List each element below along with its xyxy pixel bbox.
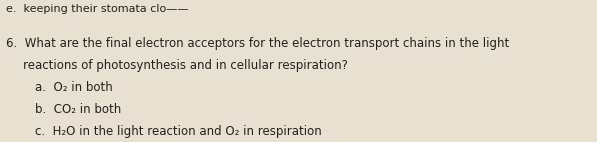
Text: a.  O₂ in both: a. O₂ in both xyxy=(35,81,112,94)
Text: c.  H₂O in the light reaction and O₂ in respiration: c. H₂O in the light reaction and O₂ in r… xyxy=(35,125,321,138)
Text: reactions of photosynthesis and in cellular respiration?: reactions of photosynthesis and in cellu… xyxy=(23,59,347,72)
Text: b.  CO₂ in both: b. CO₂ in both xyxy=(35,103,121,116)
Text: 6.  What are the final electron acceptors for the electron transport chains in t: 6. What are the final electron acceptors… xyxy=(6,37,509,50)
Text: e.  keeping their stomata clo——: e. keeping their stomata clo—— xyxy=(6,4,189,14)
